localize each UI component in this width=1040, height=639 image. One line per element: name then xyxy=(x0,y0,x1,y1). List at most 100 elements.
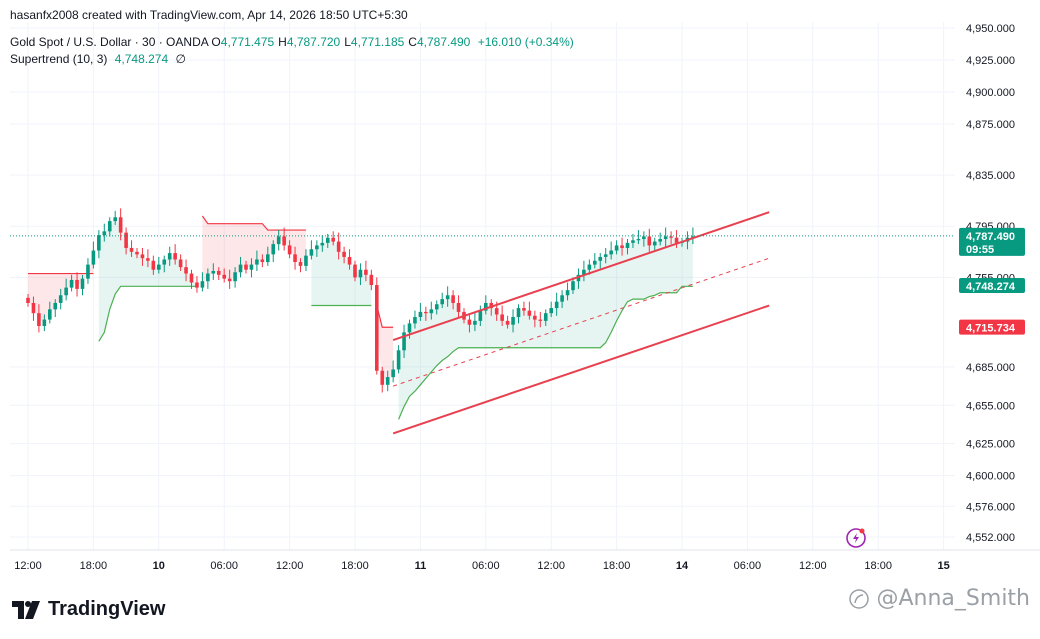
candle-body xyxy=(489,302,494,309)
candle-body xyxy=(647,236,652,246)
supertrend-down-line xyxy=(376,305,394,328)
candle xyxy=(505,315,510,329)
time-tick-label: 12:00 xyxy=(799,560,827,572)
candle xyxy=(598,253,603,269)
candle xyxy=(669,231,673,245)
ohlc-value: 4,787.490 xyxy=(416,35,471,49)
candle xyxy=(467,313,472,333)
supertrend-band xyxy=(202,215,306,285)
candle xyxy=(216,267,221,280)
candle-body xyxy=(315,245,319,250)
candle-body xyxy=(674,237,679,243)
ohlc-key: O xyxy=(211,35,221,49)
indicator-title[interactable]: Supertrend (10, 3) xyxy=(10,52,108,66)
candle-body xyxy=(206,273,210,282)
candle-body xyxy=(200,281,205,288)
candle xyxy=(603,247,608,264)
candle xyxy=(189,269,194,289)
symbol-legend[interactable]: Gold Spot / U.S. Dollar · 30 · OANDA O 4,… xyxy=(10,35,574,49)
candle xyxy=(440,292,444,309)
price-tick-label: 4,835.000 xyxy=(966,170,1015,182)
price-tag: 4,748.274 xyxy=(959,277,1025,293)
price-tick-label: 4,625.000 xyxy=(966,439,1015,451)
candle xyxy=(407,319,412,339)
candle-body xyxy=(642,236,646,240)
candle-body xyxy=(113,217,117,222)
price-tag-countdown: 09:55 xyxy=(966,244,994,256)
candle xyxy=(276,230,281,251)
time-tick-label: 06:00 xyxy=(472,560,500,572)
candle xyxy=(97,230,101,259)
time-tick-label: 06:00 xyxy=(734,560,762,572)
candle xyxy=(304,249,308,271)
symbol-title[interactable]: Gold Spot / U.S. Dollar · 30 · OANDA xyxy=(10,35,209,49)
trend-channel[interactable] xyxy=(392,211,770,435)
candle-body xyxy=(287,245,292,255)
candle xyxy=(331,231,335,246)
candle-body xyxy=(124,232,128,248)
candle-body xyxy=(309,249,314,256)
candle xyxy=(80,274,85,296)
candle-body xyxy=(75,279,79,289)
candle xyxy=(91,241,96,269)
price-axis[interactable]: 4,950.000 4,925.000 4,900.000 4,875.000 4,83… xyxy=(966,23,1015,544)
candle xyxy=(593,253,597,269)
time-axis[interactable]: 12:00 18:00 10 06:00 12:00 18:00 11 06:00 12:00 1… xyxy=(14,560,949,572)
candle xyxy=(140,247,145,266)
candle-body xyxy=(620,245,624,248)
price-tag-value: 4,715.734 xyxy=(966,323,1016,335)
brand-name: TradingView xyxy=(48,598,166,620)
tradingview-logo[interactable]: TradingView xyxy=(12,598,165,621)
indicator-legend[interactable]: Supertrend (10, 3) 4,748.274 ∅ xyxy=(10,52,186,66)
time-tick-label: 18:00 xyxy=(603,560,631,572)
candle xyxy=(124,227,128,255)
candle xyxy=(298,258,303,273)
candle-body xyxy=(375,285,379,371)
price-tick-label: 4,950.000 xyxy=(966,23,1015,35)
candle-body xyxy=(527,310,532,316)
candle xyxy=(522,301,526,316)
candle-body xyxy=(129,247,134,252)
time-tick-label: 06:00 xyxy=(210,560,238,572)
candle xyxy=(233,267,237,288)
candle-body xyxy=(402,332,406,351)
candle-body xyxy=(396,350,401,370)
ohlc-key: C xyxy=(408,35,417,49)
price-tag-bg xyxy=(959,277,1025,293)
candle xyxy=(609,241,613,260)
candle xyxy=(206,268,210,289)
candle-body xyxy=(467,319,472,325)
candle-body xyxy=(86,264,90,279)
candle-body xyxy=(614,245,619,251)
time-tick-label: 10 xyxy=(153,560,165,572)
candle-body xyxy=(342,251,346,257)
candle-body xyxy=(353,264,357,278)
channel-lower-line[interactable] xyxy=(392,304,770,435)
candle-body xyxy=(64,287,68,296)
candle-body xyxy=(118,217,123,233)
candle-body xyxy=(582,269,586,275)
candle xyxy=(26,294,30,307)
replay-lightning-icon[interactable] xyxy=(846,528,866,548)
candle-body xyxy=(625,242,630,248)
candle xyxy=(380,366,385,393)
candle xyxy=(244,260,248,274)
supertrend-band xyxy=(398,237,693,420)
time-tick-label: 12:00 xyxy=(14,560,42,572)
candle xyxy=(287,240,292,259)
candle xyxy=(31,296,36,321)
channel-mid-line[interactable] xyxy=(392,257,770,387)
candle xyxy=(151,255,156,275)
candle xyxy=(658,232,662,246)
price-tag: 4,715.734 xyxy=(959,319,1025,335)
candle xyxy=(255,250,259,271)
time-tick-label: 12:00 xyxy=(537,560,565,572)
price-tick-label: 4,600.000 xyxy=(966,471,1015,483)
candle-body xyxy=(434,304,439,310)
candle xyxy=(118,208,123,241)
candle xyxy=(315,240,319,257)
supertrend-up-line xyxy=(98,285,197,342)
candle-body xyxy=(445,295,450,300)
channel-upper-line[interactable] xyxy=(392,211,770,341)
